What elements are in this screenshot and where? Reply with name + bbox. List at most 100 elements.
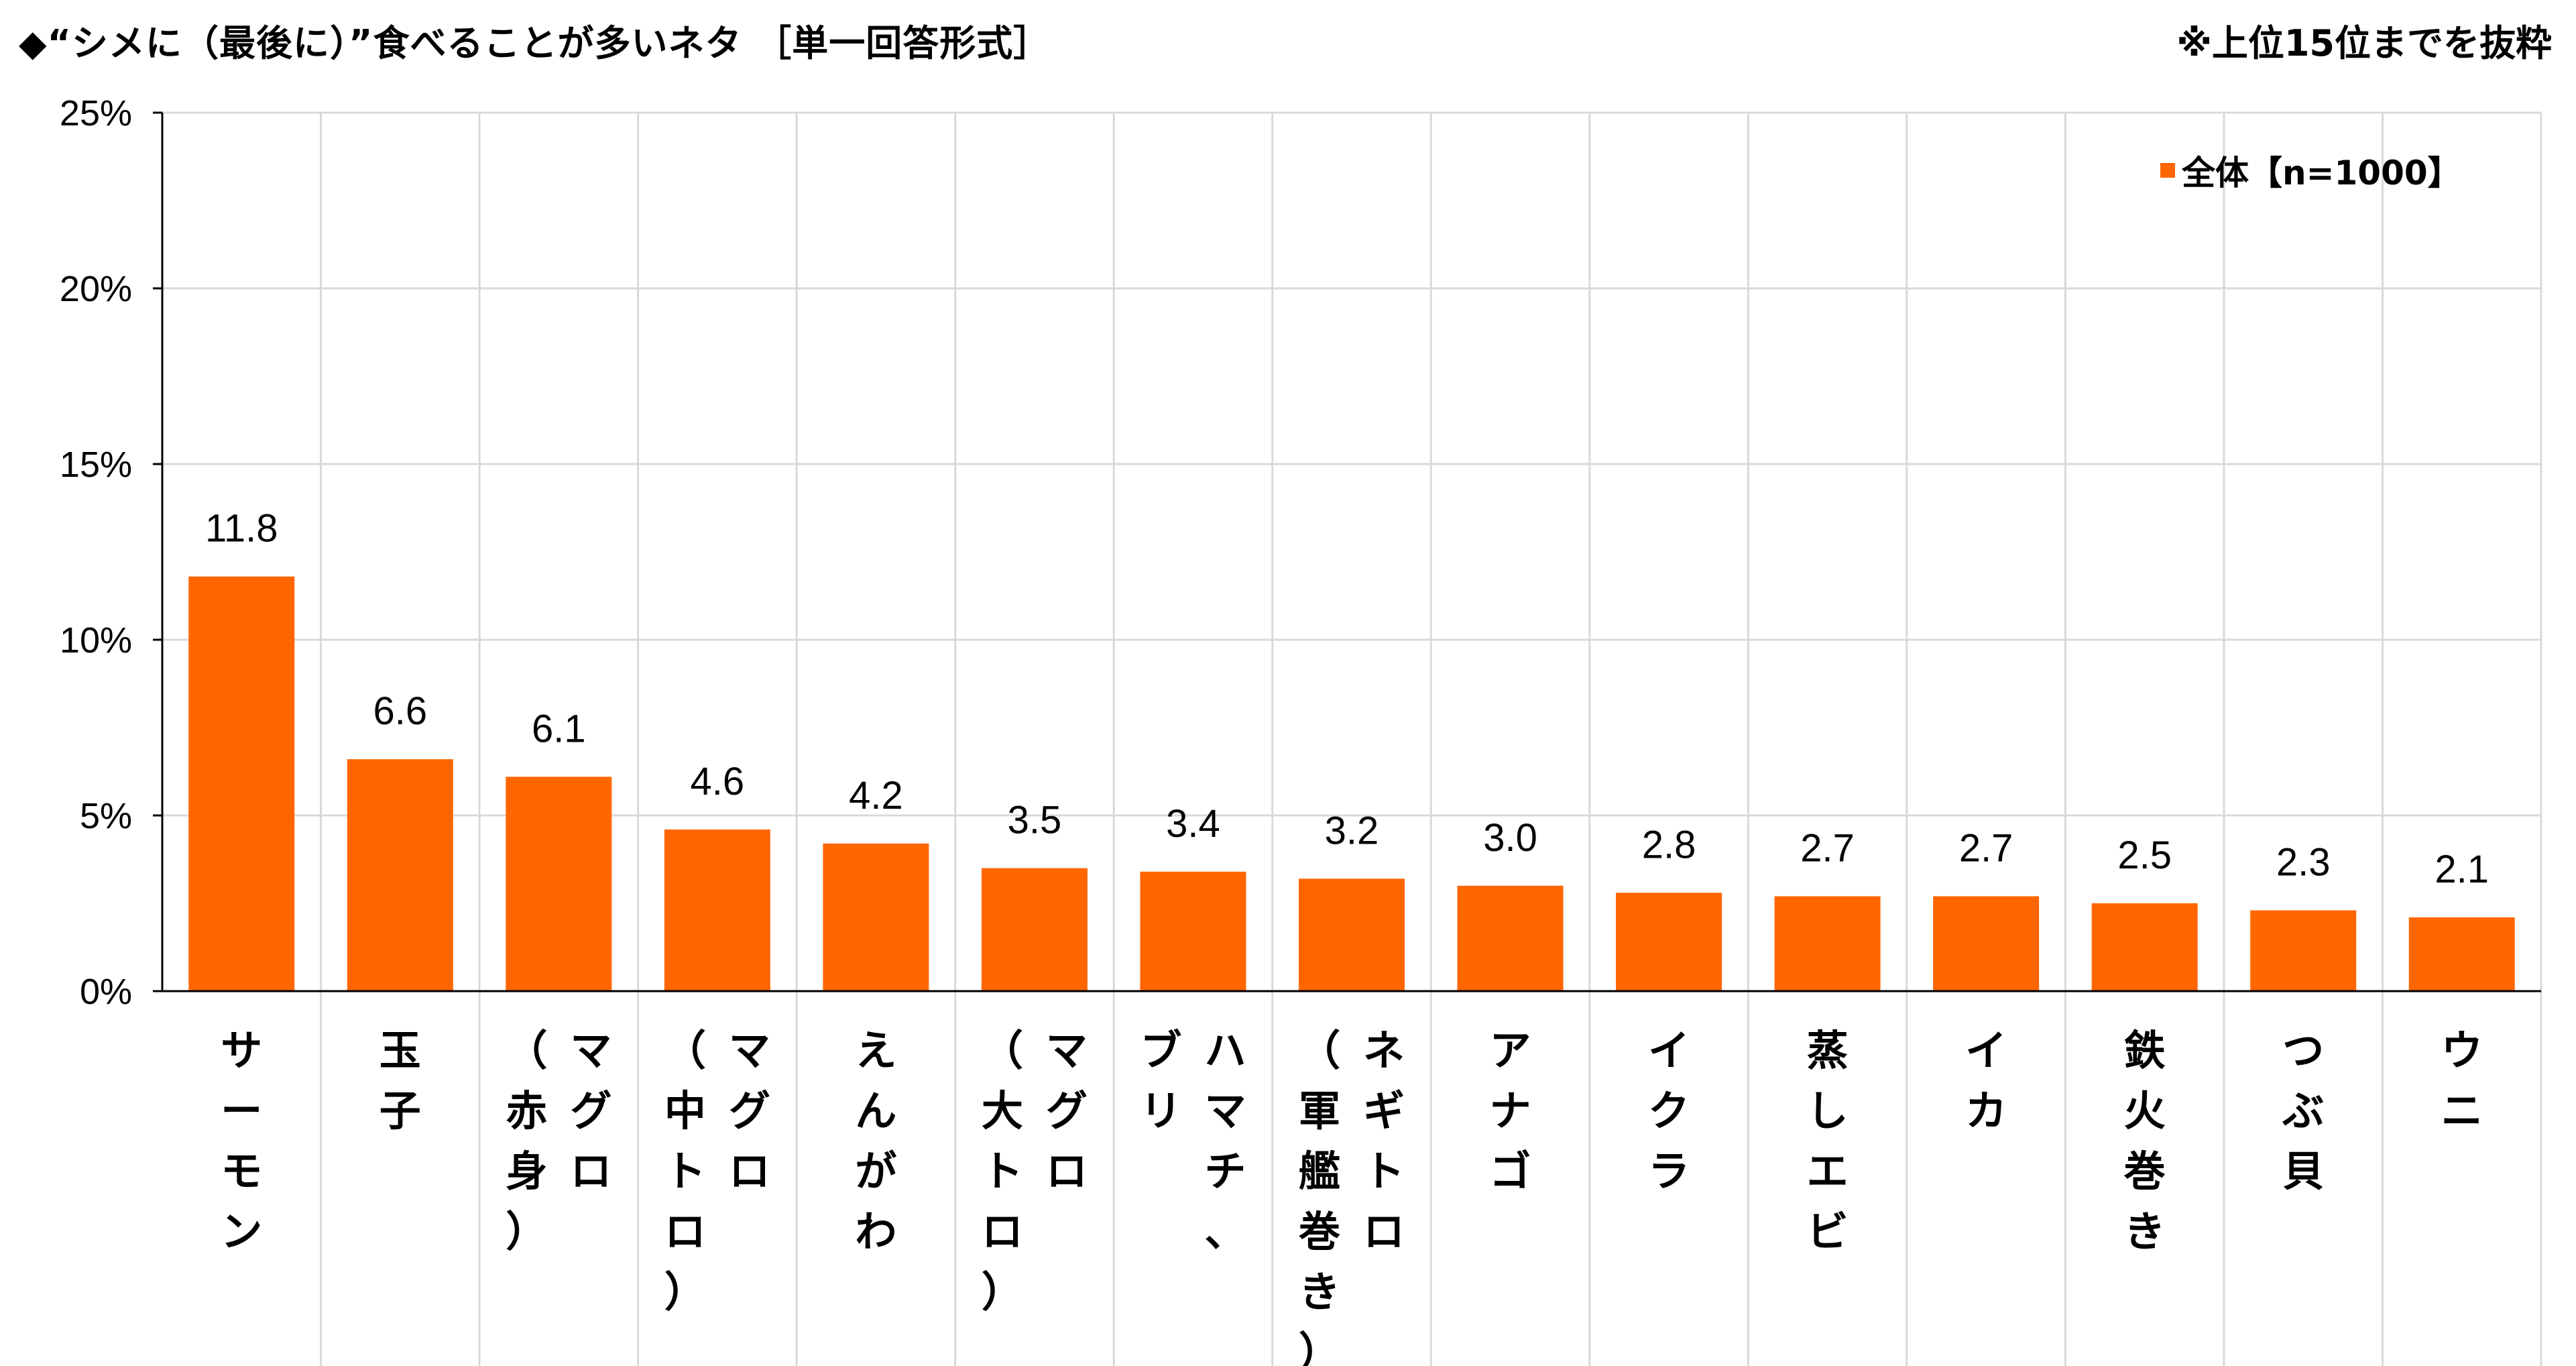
x-category-label-char: グ (570, 1086, 611, 1135)
bar (1457, 885, 1564, 991)
x-category-label-char: 中 (664, 1086, 706, 1135)
data-label: 3.0 (1483, 816, 1537, 860)
bar (347, 759, 453, 991)
x-category-label-char: 巻 (2124, 1147, 2166, 1196)
x-category-label-char: き (1299, 1267, 1340, 1316)
data-label: 3.4 (1166, 802, 1220, 846)
x-category-label-char: （ (664, 1026, 706, 1075)
x-category-label-char: 火 (2124, 1086, 2166, 1135)
bar (1140, 871, 1246, 991)
x-category-label-char: チ (1204, 1147, 1246, 1196)
x-category-label-char: ロ (1363, 1207, 1405, 1256)
x-category-label-char: （ (1299, 1026, 1340, 1075)
data-label: 6.6 (373, 689, 427, 733)
bar (1299, 878, 1405, 991)
x-category-label-char: ロ (729, 1147, 770, 1196)
x-category-label-char: マ (729, 1026, 770, 1075)
x-category-label-char: が (855, 1147, 896, 1196)
x-category-label-char: 、 (1204, 1207, 1246, 1256)
x-category-label-char: リ (1140, 1086, 1181, 1135)
legend-label: 全体【n=1000】 (2182, 154, 2461, 192)
data-label: 3.5 (1008, 799, 1062, 842)
y-tick-label: 5% (80, 796, 132, 836)
x-category-label-char: 鉄 (2124, 1026, 2166, 1075)
x-category-label-char: ウ (2441, 1026, 2483, 1075)
y-tick-label: 20% (60, 269, 132, 309)
data-label: 4.6 (691, 760, 745, 803)
x-category-label-char: ぶ (2282, 1086, 2324, 1135)
x-category-label-char: サ (221, 1026, 262, 1075)
bar (664, 829, 770, 991)
x-category-label-char: マ (1046, 1026, 1088, 1075)
x-category-label-char: ロ (1046, 1147, 1088, 1196)
x-category-label-char: ト (664, 1147, 706, 1196)
x-category-label-char: ビ (1807, 1207, 1849, 1256)
x-category-label-char: ギ (1363, 1086, 1405, 1135)
x-category-label-char: ン (221, 1207, 262, 1256)
x-category-label-char: 軍 (1299, 1086, 1340, 1135)
x-category-label-char: 貝 (2282, 1147, 2324, 1196)
x-category-label-char: エ (1807, 1147, 1849, 1196)
y-tick-label: 10% (60, 620, 132, 661)
x-category-label-char: し (1807, 1086, 1849, 1135)
x-category-label-char: （ (506, 1026, 547, 1075)
x-category-label-char: ー (221, 1086, 262, 1135)
bar (1933, 896, 2040, 991)
bar (1774, 896, 1881, 991)
data-label: 2.1 (2435, 848, 2489, 891)
legend-swatch (2160, 163, 2175, 178)
x-category-label-char: 蒸 (1807, 1026, 1849, 1075)
bar (1616, 893, 1722, 991)
data-label: 2.3 (2276, 840, 2331, 884)
x-category-label-char: グ (1046, 1086, 1088, 1135)
x-category-label-char: （ (982, 1026, 1023, 1075)
data-label: 2.7 (1959, 827, 2013, 870)
x-category-label-char: イ (1648, 1026, 1690, 1075)
x-category-label-char: ロ (664, 1207, 706, 1256)
x-category-label-char: 赤 (506, 1086, 547, 1135)
data-label: 2.7 (1800, 827, 1855, 870)
x-category-label-char: 子 (379, 1086, 421, 1135)
x-category-label-char: ） (506, 1207, 547, 1256)
x-category-label-char: グ (729, 1086, 770, 1135)
x-category-label-char: ロ (982, 1207, 1023, 1256)
chart-title: ◆“シメに（最後に）”食べることが多いネタ ［単一回答形式］ (19, 22, 1051, 64)
x-category-label-char: ハ (1204, 1026, 1246, 1075)
legend: 全体【n=1000】 (2160, 146, 2461, 194)
data-label: 6.1 (532, 707, 586, 750)
x-category-label-char: ロ (570, 1147, 611, 1196)
bar (188, 576, 295, 991)
bar (506, 777, 612, 991)
x-category-label-char: 艦 (1299, 1147, 1340, 1196)
x-category-label-char: ゴ (1490, 1147, 1531, 1196)
x-category-label-char: 身 (506, 1147, 547, 1196)
y-tick-label: 15% (60, 445, 132, 485)
x-category-label-char: カ (1965, 1086, 2007, 1135)
x-category-label-char: 大 (982, 1086, 1023, 1135)
x-category-label-char: イ (1965, 1026, 2007, 1075)
x-category-label-char: ア (1490, 1026, 1531, 1075)
data-label: 3.2 (1325, 809, 1379, 852)
x-category-label-char: 巻 (1299, 1207, 1340, 1256)
chart-note: ※上位15位までを抜粋 (2176, 22, 2552, 64)
x-category-label-char: ネ (1363, 1026, 1405, 1075)
x-category-label-char: ナ (1490, 1086, 1531, 1135)
data-label: 2.5 (2117, 834, 2172, 877)
x-category-label-char: マ (1204, 1086, 1246, 1135)
x-category-label-char: ニ (2441, 1086, 2483, 1135)
x-category-label-char: マ (570, 1026, 611, 1075)
x-category-label-char: ） (664, 1267, 706, 1316)
x-category-label-char: モ (221, 1147, 262, 1196)
x-category-label-char: ） (982, 1267, 1023, 1316)
bar (2408, 917, 2515, 991)
x-category-label-char: 玉 (379, 1026, 421, 1075)
data-label: 2.8 (1642, 823, 1696, 866)
x-category-label-char: ブ (1140, 1026, 1181, 1075)
y-tick-label: 25% (60, 93, 132, 133)
x-category-label-char: わ (855, 1207, 896, 1256)
x-category-label-char: ） (1299, 1328, 1340, 1366)
data-label: 11.8 (205, 507, 278, 551)
bar (2091, 903, 2198, 991)
bar (2250, 910, 2357, 991)
